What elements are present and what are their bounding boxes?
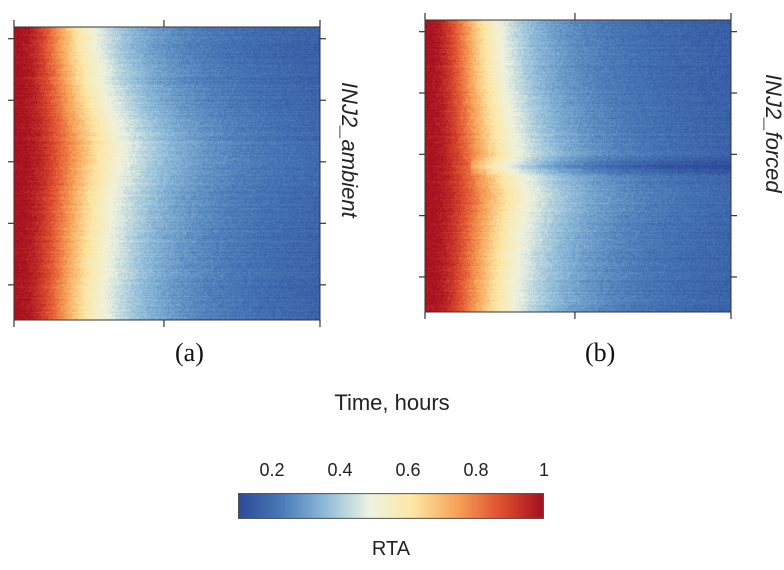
heatmap-a [14, 27, 320, 320]
colorbar-label: RTA [371, 538, 411, 560]
series-label-a: INJ2_ambient [337, 82, 362, 218]
panel-caption-b: (b) [585, 338, 616, 367]
panel-a: INJ2_ambient [0, 0, 400, 340]
panel-b: INJ2_forced [400, 0, 784, 340]
plot-frame-b [424, 19, 732, 313]
axes-a [8, 20, 326, 327]
colorbar-gradient [238, 493, 544, 519]
axes-b [419, 13, 737, 319]
colorbar-tick-4: 1 [538, 460, 550, 480]
colorbar: 0.2 0.4 0.6 0.8 1 RTA [238, 460, 549, 570]
plot-frame-a [13, 26, 321, 321]
x-axis-label: Time, hours [334, 390, 450, 415]
colorbar-tick-0: 0.2 [259, 460, 285, 480]
colorbar-tick-2: 0.6 [395, 460, 421, 480]
colorbar-tick-1: 0.4 [327, 460, 353, 480]
panel-caption-a: (a) [175, 338, 204, 367]
colorbar-tick-3: 0.8 [463, 460, 489, 480]
heatmap-b [425, 20, 731, 312]
series-label-b: INJ2_forced [761, 74, 784, 193]
